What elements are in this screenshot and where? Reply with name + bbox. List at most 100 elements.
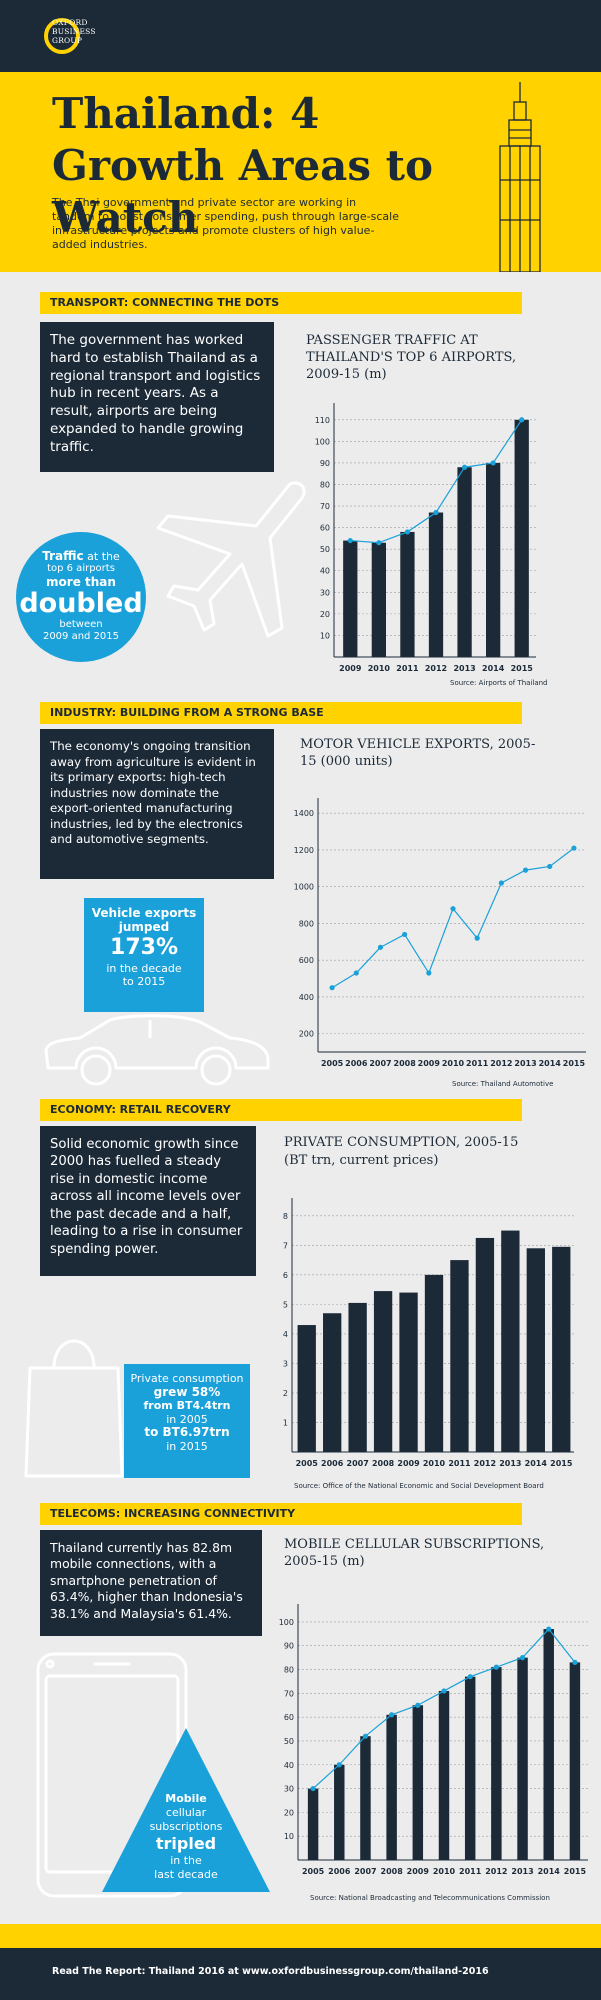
y-tick-label: 30 xyxy=(284,1785,294,1794)
bar xyxy=(424,1274,444,1452)
y-tick-label: 20 xyxy=(284,1808,294,1817)
x-tick-label: 2006 xyxy=(321,1459,344,1468)
economy-source: Source: Office of the National Economic … xyxy=(294,1482,544,1490)
y-tick-label: 10 xyxy=(284,1832,294,1841)
brand-line-1: OXFORD xyxy=(52,18,88,27)
data-point xyxy=(546,1626,552,1632)
economy-callout-l1: Private consumption xyxy=(130,1372,244,1385)
bar xyxy=(399,1292,418,1452)
y-tick-label: 100 xyxy=(279,1618,294,1627)
y-tick-label: 100 xyxy=(315,437,330,446)
data-point xyxy=(433,509,439,516)
hero-banner xyxy=(0,72,601,272)
y-tick-label: 50 xyxy=(284,1737,294,1746)
x-tick-label: 2015 xyxy=(511,664,534,673)
brand-line-2: BUSINESS xyxy=(52,27,96,36)
data-point xyxy=(402,931,408,938)
x-tick-label: 2010 xyxy=(368,664,391,673)
data-point xyxy=(493,1664,499,1670)
industry-heading: INDUSTRY: BUILDING FROM A STRONG BASE xyxy=(40,702,522,724)
bar xyxy=(457,467,472,657)
y-tick-label: 70 xyxy=(320,502,330,511)
data-point xyxy=(377,944,384,950)
x-tick-label: 2005 xyxy=(302,1867,325,1876)
bar xyxy=(400,531,415,657)
data-point xyxy=(347,537,353,544)
x-tick-label: 2009 xyxy=(397,1459,420,1468)
data-point xyxy=(415,1702,421,1708)
data-point xyxy=(336,1762,342,1768)
x-tick-label: 2006 xyxy=(328,1867,351,1876)
economy-callout-l6: in 2015 xyxy=(166,1439,208,1453)
logo-ring-icon xyxy=(44,18,80,54)
bar xyxy=(412,1705,424,1860)
x-tick-label: 2012 xyxy=(485,1867,507,1876)
y-tick-label: 10 xyxy=(320,631,330,640)
x-tick-label: 2013 xyxy=(453,664,475,673)
bar xyxy=(307,1788,319,1860)
x-tick-label: 2009 xyxy=(339,664,362,673)
x-tick-label: 2011 xyxy=(396,664,419,673)
transport-source: Source: Airports of Thailand xyxy=(450,679,548,687)
telecoms-source: Source: National Broadcasting and Teleco… xyxy=(310,1894,550,1902)
bar xyxy=(360,1736,371,1860)
data-point xyxy=(572,1659,578,1665)
data-point xyxy=(522,867,529,873)
bar xyxy=(323,1313,342,1452)
telecoms-callout-l2: cellular xyxy=(165,1806,207,1819)
y-tick-label: 7 xyxy=(283,1241,288,1250)
telecoms-callout-l4: in the xyxy=(170,1854,202,1867)
data-point xyxy=(376,540,382,546)
bar xyxy=(526,1248,545,1452)
y-tick-label: 80 xyxy=(284,1666,294,1675)
economy-chart-title: PRIVATE CONSUMPTION, 2005-15 xyxy=(284,1135,519,1150)
y-tick-label: 6 xyxy=(283,1271,288,1280)
x-tick-label: 2012 xyxy=(490,1059,512,1068)
bar xyxy=(373,1291,393,1452)
shopping-bag-icon xyxy=(24,1339,124,1478)
industry-chart-title: MOTOR VEHICLE EXPORTS, 2005-15 (000 unit… xyxy=(300,737,536,769)
y-tick-label: 80 xyxy=(320,480,330,489)
telecoms-callout-l3: subscriptions xyxy=(149,1820,223,1833)
data-point xyxy=(450,906,456,912)
data-point xyxy=(547,863,553,870)
bar xyxy=(348,1302,367,1452)
economy-chart-subtitle: (BT trn, current prices) xyxy=(284,1153,439,1168)
transport-chart-title: PASSENGER TRAFFIC AT THAILAND'S TOP 6 AI… xyxy=(306,333,517,382)
bar xyxy=(343,540,358,657)
y-tick-label: 90 xyxy=(320,459,330,468)
series-line xyxy=(331,847,575,989)
x-tick-label: 2006 xyxy=(345,1059,368,1068)
bar xyxy=(514,419,529,657)
telecoms-callout-big: tripled xyxy=(155,1834,217,1853)
y-tick-label: 60 xyxy=(284,1713,294,1722)
x-tick-label: 2011 xyxy=(459,1867,482,1876)
y-tick-label: 800 xyxy=(299,919,314,928)
economy-callout-l3: from BT4.4trn xyxy=(143,1399,231,1412)
bar xyxy=(464,1676,476,1860)
data-point xyxy=(571,845,577,851)
data-point xyxy=(519,417,525,423)
transport-heading: TRANSPORT: CONNECTING THE DOTS xyxy=(40,292,522,314)
industry-callout-l3: in the decade xyxy=(106,962,182,975)
data-point xyxy=(426,970,432,976)
bar xyxy=(386,1714,397,1860)
x-tick-label: 2011 xyxy=(448,1459,471,1468)
bar xyxy=(486,462,501,657)
x-tick-label: 2009 xyxy=(407,1867,430,1876)
bar xyxy=(569,1662,581,1860)
intro-text: The Thai government and private sector a… xyxy=(52,196,399,251)
industry-callout-l2: jumped xyxy=(118,920,170,934)
telecoms-heading: TELECOMS: INCREASING CONNECTIVITY xyxy=(40,1503,522,1525)
bar xyxy=(501,1230,520,1452)
x-tick-label: 2014 xyxy=(539,1059,562,1068)
y-tick-label: 20 xyxy=(320,610,330,619)
y-tick-label: 30 xyxy=(320,588,330,597)
y-tick-label: 50 xyxy=(320,545,330,554)
x-tick-label: 2005 xyxy=(296,1459,319,1468)
x-tick-label: 2011 xyxy=(466,1059,489,1068)
data-point xyxy=(490,460,496,466)
y-tick-label: 90 xyxy=(284,1642,294,1651)
footer-bar xyxy=(0,1948,601,2000)
x-tick-label: 2013 xyxy=(499,1459,521,1468)
